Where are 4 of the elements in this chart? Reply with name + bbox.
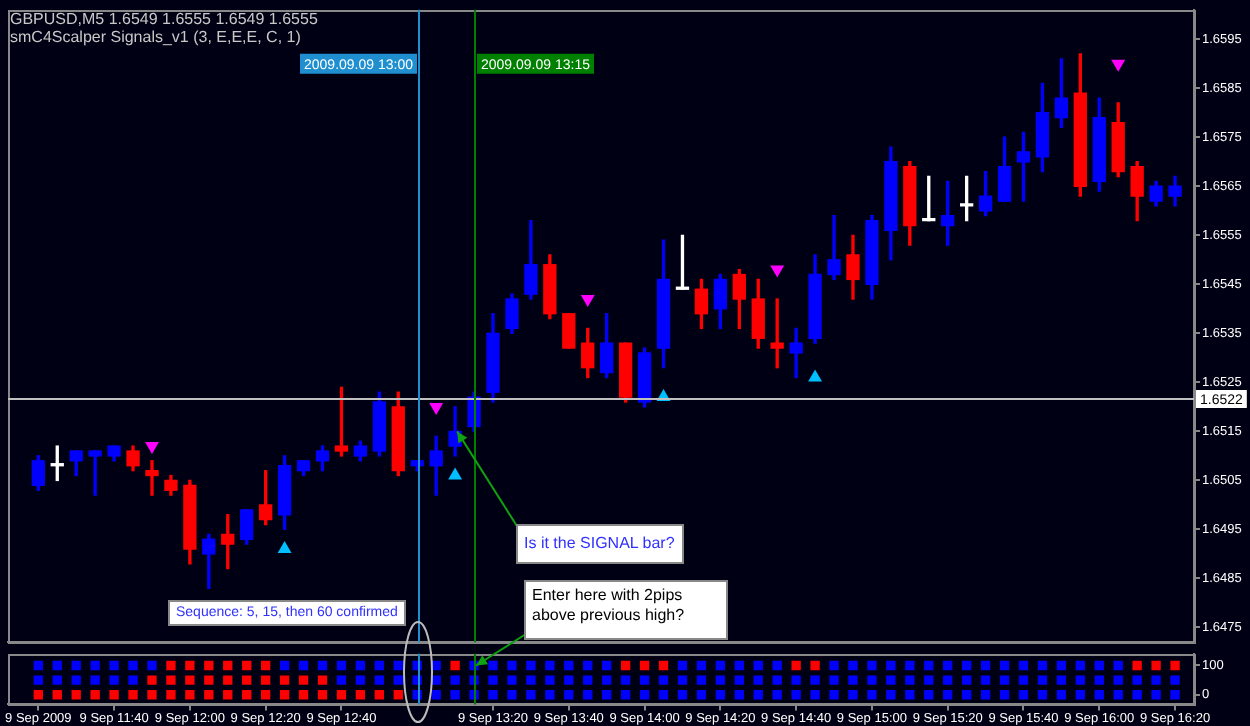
annotation: Enter here with 2pips above previous high?: [524, 580, 728, 640]
chart-title: GBPUSD,M5 1.6549 1.6555 1.6549 1.6555: [10, 10, 318, 28]
annotation: Is it the SIGNAL bar?: [516, 524, 684, 564]
text: smC4Scalper Signals_v1 (3, E,E,E, C, 1): [10, 28, 301, 46]
